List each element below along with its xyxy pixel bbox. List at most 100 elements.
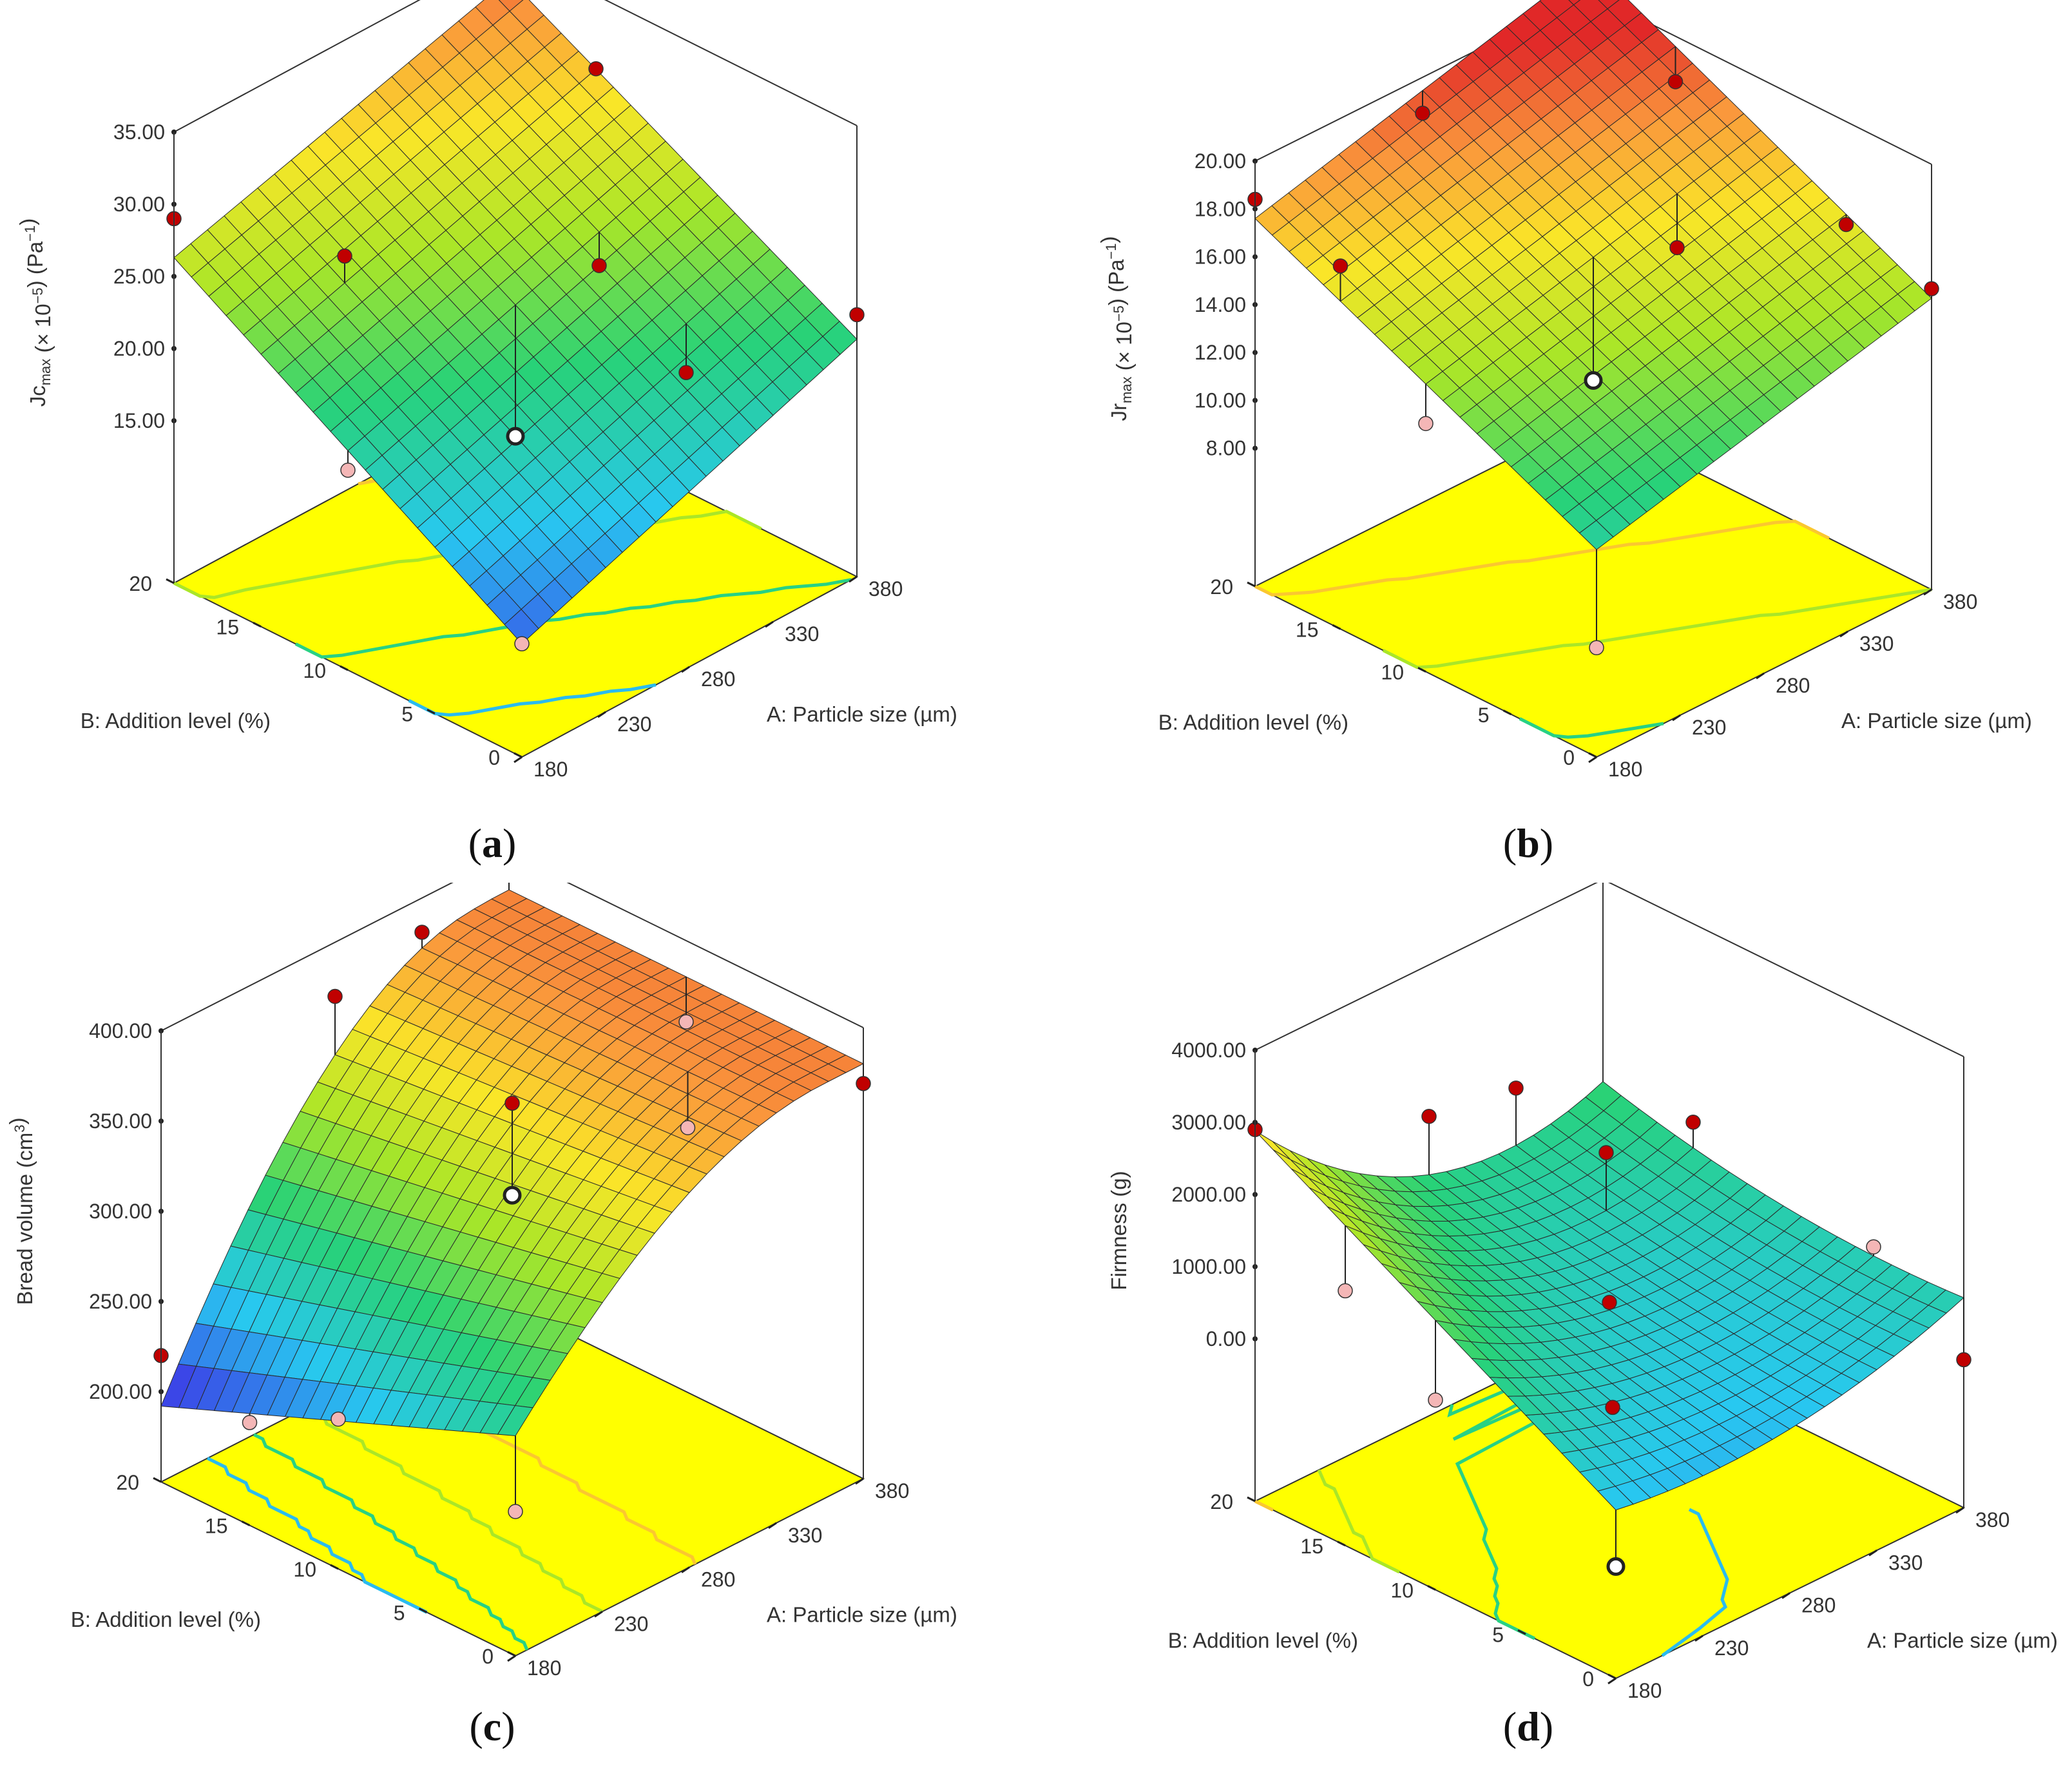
- x-tick-mark: [1868, 1550, 1877, 1557]
- z-axis-title-part: −5: [1111, 305, 1127, 322]
- design-point: [1598, 1145, 1614, 1160]
- design-point: [508, 1504, 523, 1519]
- x-tick-mark: [768, 1522, 777, 1529]
- z-axis-title-part: (× 10: [1112, 322, 1136, 376]
- z-axis-title: Jcmax (× 10−5) (Pa−1): [15, 218, 55, 407]
- z-tick-label: 10.00: [1194, 389, 1246, 412]
- x-tick-mark: [1588, 756, 1597, 763]
- x-tick-mark: [765, 620, 774, 628]
- surface-cell: [1568, 0, 1581, 6]
- z-tick-label: 35.00: [113, 120, 165, 144]
- z-axis-title-part: Jc: [26, 385, 50, 407]
- design-point: [1421, 1108, 1437, 1124]
- panel-caption: (a): [468, 820, 517, 866]
- design-point: [591, 258, 607, 273]
- x-tick-mark: [594, 1611, 603, 1618]
- z-tick-label: 1000.00: [1171, 1255, 1246, 1278]
- x-tick-mark: [681, 1566, 690, 1573]
- z-axis-title-part: ): [1097, 236, 1120, 243]
- x-tick-mark: [1923, 588, 1932, 596]
- z-tick-label: 30.00: [113, 193, 165, 216]
- y-axis-title: B: Addition level (%): [81, 709, 271, 733]
- floor-contour: [1519, 717, 1664, 739]
- x-tick-label: 230: [1692, 716, 1726, 739]
- design-point: [678, 1014, 694, 1030]
- z-tick-label: 350.00: [89, 1109, 152, 1133]
- z-tick-label: 16.00: [1194, 245, 1246, 269]
- panel-caption: (c): [469, 1704, 515, 1749]
- y-tick-label: 20: [116, 1471, 139, 1494]
- z-tick-label: 12.00: [1194, 341, 1246, 364]
- y-axis-title: B: Addition level (%): [1168, 1629, 1358, 1653]
- y-tick-label: 5: [1492, 1623, 1504, 1646]
- chart-panel-b: 8.00 10.00 12.00 14.00 16.00 18.00 20.00 180 230…: [1097, 0, 2032, 866]
- z-axis-title-part: max: [1118, 376, 1135, 403]
- design-point: [506, 427, 525, 446]
- z-axis-title-part: Bread volume (cm: [13, 1133, 37, 1305]
- chart-panel-c: 200.00 250.00 300.00 350.00 400.00 180 230 280 3…: [5, 883, 957, 1749]
- y-tick-mark: [153, 1477, 162, 1483]
- y-tick-label: 0: [482, 1645, 494, 1668]
- design-point: [856, 1076, 871, 1091]
- design-point: [1428, 1392, 1443, 1408]
- x-tick-mark: [1955, 1506, 1964, 1514]
- z-tick-label: 4000.00: [1171, 1039, 1246, 1062]
- z-axis-title-part: (× 10: [31, 303, 55, 358]
- y-tick-label: 10: [1381, 661, 1404, 684]
- y-tick-mark: [1588, 752, 1597, 758]
- x-tick-label: 180: [1627, 1679, 1662, 1702]
- design-point: [514, 636, 530, 651]
- design-point: [1415, 105, 1430, 121]
- response-surface: [1254, 0, 1932, 550]
- x-tick-mark: [1839, 630, 1848, 638]
- x-tick-label: 380: [1943, 590, 1977, 613]
- design-point: [1606, 1557, 1626, 1576]
- y-tick-label: 0: [1582, 1667, 1594, 1691]
- z-axis-title-part: Firmness (g): [1107, 1171, 1131, 1290]
- floor-contour: [1382, 588, 1932, 669]
- y-tick-mark: [1337, 1540, 1346, 1547]
- x-tick-label: 330: [1888, 1551, 1923, 1574]
- floor-contour: [1317, 1469, 1401, 1574]
- x-tick-label: 330: [788, 1524, 822, 1547]
- y-tick-label: 0: [1563, 746, 1575, 769]
- y-tick-mark: [253, 622, 262, 628]
- x-tick-mark: [855, 1477, 864, 1485]
- design-point: [1418, 416, 1434, 432]
- design-point: [1924, 281, 1939, 296]
- y-tick-mark: [1247, 581, 1256, 588]
- y-axis-title: B: Addition level (%): [1158, 711, 1348, 734]
- response-surface: [1254, 1081, 1964, 1511]
- x-tick-mark: [1781, 1592, 1790, 1599]
- x-tick-label: 230: [1714, 1636, 1749, 1660]
- chart-panel-d: 0.00 1000.00 2000.00 3000.00 4000.00 180 230 28…: [1107, 883, 2058, 1749]
- design-point: [849, 307, 865, 323]
- design-point: [337, 248, 352, 264]
- x-tick-label: 330: [1859, 632, 1894, 655]
- x-axis-title: A: Particle size (µm): [767, 702, 957, 726]
- z-axis-title-part: −1: [1103, 243, 1119, 259]
- x-axis-title: A: Particle size (µm): [1867, 1629, 2058, 1653]
- y-tick-label: 10: [293, 1558, 316, 1581]
- floor-contour: [1254, 519, 1830, 597]
- y-tick-label: 5: [401, 703, 413, 726]
- design-point: [504, 1095, 520, 1111]
- y-tick-label: 15: [1296, 618, 1319, 641]
- design-point: [1838, 216, 1854, 233]
- x-tick-label: 180: [527, 1656, 561, 1680]
- y-tick-label: 5: [1478, 704, 1490, 727]
- y-tick-mark: [418, 1608, 428, 1613]
- x-axis-title: A: Particle size (µm): [767, 1603, 957, 1627]
- surface-cell: [173, 243, 209, 278]
- z-tick-label: 25.00: [113, 265, 165, 288]
- surface-cell: [160, 1363, 197, 1408]
- y-tick-mark: [513, 752, 523, 758]
- x-tick-label: 280: [701, 1568, 735, 1591]
- x-tick-label: 330: [785, 622, 819, 646]
- floor-contour: [206, 1457, 428, 1614]
- box-top-edge: [173, 0, 858, 133]
- x-tick-mark: [1756, 672, 1765, 680]
- surface-cell: [1254, 205, 1290, 236]
- y-tick-mark: [1502, 709, 1512, 716]
